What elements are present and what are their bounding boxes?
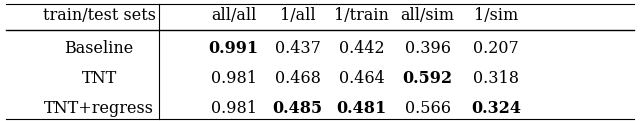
Text: 0.481: 0.481 [337,100,387,117]
Text: 0.396: 0.396 [404,40,451,57]
Text: 0.991: 0.991 [209,40,259,57]
Text: 1/all: 1/all [280,7,316,24]
Text: 0.437: 0.437 [275,40,321,57]
Text: 0.318: 0.318 [473,70,519,87]
Text: all/sim: all/sim [401,7,454,24]
Text: 0.592: 0.592 [403,70,452,87]
Text: 1/train: 1/train [334,7,389,24]
Text: Baseline: Baseline [65,40,134,57]
Text: TNT+regress: TNT+regress [44,100,154,117]
Text: 0.566: 0.566 [404,100,451,117]
Text: train/test sets: train/test sets [43,7,156,24]
Text: 0.981: 0.981 [211,100,257,117]
Text: all/all: all/all [211,7,256,24]
Text: 0.981: 0.981 [211,70,257,87]
Text: 0.485: 0.485 [273,100,323,117]
Text: 0.464: 0.464 [339,70,385,87]
Text: 0.442: 0.442 [339,40,385,57]
Text: 0.468: 0.468 [275,70,321,87]
Text: 0.324: 0.324 [471,100,521,117]
Text: TNT: TNT [81,70,117,87]
Text: 1/sim: 1/sim [474,7,518,24]
Text: 0.207: 0.207 [473,40,519,57]
